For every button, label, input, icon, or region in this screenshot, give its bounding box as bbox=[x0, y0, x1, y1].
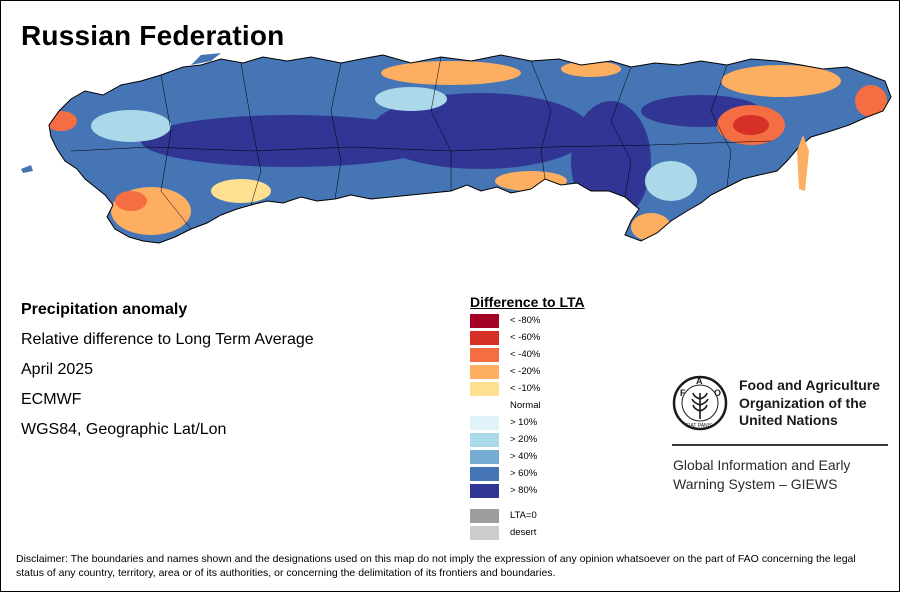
anomaly-map-graphic bbox=[21, 53, 892, 244]
legend-label: > 10% bbox=[510, 417, 538, 428]
region-dry-primorye bbox=[631, 213, 671, 241]
fao-name-line: Organization of the bbox=[739, 394, 867, 411]
giews-line: Warning System – GIEWS bbox=[673, 476, 838, 492]
region-dry-far-east-north bbox=[721, 65, 841, 97]
giews-line: Global Information and Early bbox=[673, 457, 851, 473]
legend-item: > 10% bbox=[470, 415, 585, 432]
admin-boundary bbox=[70, 140, 772, 152]
admin-boundary bbox=[530, 60, 552, 180]
region-wet-light-north bbox=[375, 87, 447, 111]
region-wet-light-nw bbox=[91, 110, 171, 142]
disclaimer: Disclaimer: The boundaries and names sho… bbox=[16, 553, 856, 579]
legend-item: < -80% bbox=[470, 313, 585, 330]
legend-label: > 40% bbox=[510, 451, 538, 462]
legend-normal: Normal bbox=[470, 398, 585, 415]
admin-boundary bbox=[710, 64, 732, 188]
legend-swatch bbox=[470, 450, 499, 464]
fao-name-line: United Nations bbox=[739, 412, 838, 428]
legend-item: < -60% bbox=[470, 330, 585, 347]
map-title: Russian Federation bbox=[21, 20, 285, 51]
region-dry-strong-southwest bbox=[115, 191, 147, 211]
legend-swatch bbox=[470, 382, 499, 396]
fao-organization-name: Food and Agriculture Organization of the… bbox=[739, 377, 899, 430]
region-dry-kamchatka bbox=[855, 85, 887, 117]
legend-swatch bbox=[470, 365, 499, 379]
legend: Difference to LTA < -80% < -60% < -40% <… bbox=[470, 294, 585, 542]
legend-swatch bbox=[470, 348, 499, 362]
legend-swatch bbox=[470, 526, 499, 540]
novaya-zemlya-island bbox=[191, 53, 221, 65]
giews-system-name: Global Information and Early Warning Sys… bbox=[673, 456, 893, 494]
legend-swatch bbox=[470, 467, 499, 481]
legend-swatch bbox=[470, 509, 499, 523]
kaliningrad-exclave bbox=[21, 165, 33, 173]
legend-swatch bbox=[470, 331, 499, 345]
legend-label: desert bbox=[510, 527, 537, 538]
fao-divider bbox=[672, 444, 888, 446]
admin-boundaries bbox=[70, 56, 772, 230]
legend-item: > 20% bbox=[470, 432, 585, 449]
legend-item: < -20% bbox=[470, 364, 585, 381]
legend-label: < -60% bbox=[510, 332, 541, 343]
projection-label: WGS84, Geographic Lat/Lon bbox=[21, 421, 227, 438]
legend-item: < -10% bbox=[470, 381, 585, 398]
legend-normal-label: Normal bbox=[510, 400, 541, 411]
legend-item: < -40% bbox=[470, 347, 585, 364]
anomaly-map bbox=[11, 51, 899, 251]
legend-swatch bbox=[470, 416, 499, 430]
legend-swatch bbox=[470, 484, 499, 498]
map-info: Precipitation anomaly Relative differenc… bbox=[21, 299, 314, 449]
fao-logo-letter-o: O bbox=[714, 388, 721, 398]
legend-swatch bbox=[470, 433, 499, 447]
admin-boundary bbox=[430, 56, 452, 191]
legend-title: Difference to LTA bbox=[470, 294, 585, 310]
variable-heading: Precipitation anomaly bbox=[21, 301, 188, 318]
region-dry-north bbox=[381, 61, 521, 85]
region-wet-light-east bbox=[645, 161, 697, 201]
region-dry-south bbox=[495, 171, 567, 191]
fao-logo-letter-a: A bbox=[696, 376, 703, 386]
fao-logo-icon: F A O FIAT PANIS bbox=[672, 375, 728, 431]
fao-name-line: Food and Agriculture bbox=[739, 377, 881, 393]
admin-boundary bbox=[330, 62, 342, 200]
legend-item: > 60% bbox=[470, 466, 585, 483]
legend-label: < -20% bbox=[510, 366, 541, 377]
sakhalin-island bbox=[797, 135, 809, 191]
admin-boundary bbox=[160, 74, 192, 230]
legend-label: < -10% bbox=[510, 383, 541, 394]
source-label: ECMWF bbox=[21, 391, 82, 408]
legend-item: > 80% bbox=[470, 483, 585, 500]
legend-label: < -40% bbox=[510, 349, 541, 360]
legend-item: LTA=0 bbox=[470, 508, 585, 525]
legend-label: > 60% bbox=[510, 468, 538, 479]
legend-item: desert bbox=[470, 525, 585, 542]
legend-item: > 40% bbox=[470, 449, 585, 466]
region-wet-strong-east bbox=[571, 101, 651, 221]
legend-swatch bbox=[470, 314, 499, 328]
legend-label: > 80% bbox=[510, 485, 538, 496]
admin-boundary bbox=[610, 66, 632, 198]
fao-logo-motto: FIAT PANIS bbox=[686, 423, 713, 429]
region-dry-strong-far-east bbox=[733, 115, 769, 135]
region-wet-strong-west bbox=[141, 115, 441, 167]
legend-label: < -80% bbox=[510, 315, 541, 326]
region-dry-north-east bbox=[561, 61, 621, 77]
period-label: April 2025 bbox=[21, 361, 94, 378]
variable-subtitle: Relative difference to Long Term Average bbox=[21, 331, 314, 348]
legend-label: LTA=0 bbox=[510, 510, 537, 521]
region-dry-south-central bbox=[211, 179, 271, 203]
admin-boundary bbox=[240, 62, 262, 206]
fao-logo-letter-f: F bbox=[680, 388, 686, 398]
legend-label: > 20% bbox=[510, 434, 538, 445]
country-outline bbox=[48, 54, 892, 244]
